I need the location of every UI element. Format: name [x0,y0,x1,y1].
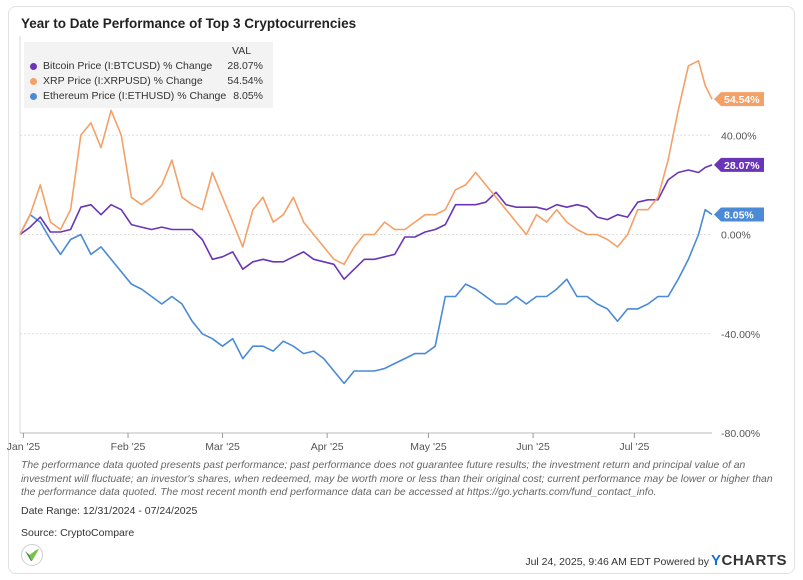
y-tick-label: -40.00% [721,329,760,341]
disclaimer-text: The performance data quoted presents pas… [21,460,773,498]
legend-label: Ethereum Price (I:ETHUSD) % Change [43,90,227,102]
date-range: Date Range: 12/31/2024 - 07/24/2025 [21,505,198,517]
source: Source: CryptoCompare [21,527,135,539]
end-label: 28.07% [724,160,760,172]
axes: 40.00% 0.00% -40.00% -80.00% Jan '25 Feb '25 M… [7,130,760,453]
x-tick-label: Jul '25 [619,441,649,453]
y-tick-label: -80.00% [721,428,760,440]
legend-value: 54.54% [227,75,263,87]
legend-label: XRP Price (I:XRPUSD) % Change [43,75,203,87]
legend-label: Bitcoin Price (I:BTCUSD) % Change [43,60,213,72]
series-line [19,208,713,385]
end-label: 54.54% [724,94,760,106]
legend-item-ethereum: Ethereum Price (I:ETHUSD) % Change 8.05% [24,89,273,104]
end-label-flag [714,207,764,222]
end-label-flag [714,157,764,172]
legend: VAL Bitcoin Price (I:BTCUSD) % Change 28… [24,42,273,108]
legend-item-bitcoin: Bitcoin Price (I:BTCUSD) % Change 28.07% [24,59,273,74]
y-tick-label: 40.00% [721,130,757,142]
legend-item-xrp: XRP Price (I:XRPUSD) % Change 54.54% [24,74,273,89]
legend-swatch [30,93,37,100]
series-line [19,164,713,281]
end-label: 8.05% [724,210,754,222]
x-tick-label: Apr '25 [311,441,344,453]
x-tick-label: Jan '25 [7,441,41,453]
x-tick-label: Feb '25 [111,441,146,453]
end-labels: 28.07% 54.54% 8.05% [714,92,764,222]
legend-swatch [30,63,37,70]
legend-value: 8.05% [233,90,263,102]
legend-swatch [30,78,37,85]
end-label-flag [714,92,764,107]
brand-text: CHARTS [721,552,788,569]
timestamp: Jul 24, 2025, 9:46 AM EDT Powered by [525,556,709,568]
legend-value: 28.07% [227,60,263,72]
x-tick-label: Jun '25 [516,441,550,453]
chart-title: Year to Date Performance of Top 3 Crypto… [21,16,357,31]
legend-header: VAL [232,45,252,57]
ycharts-logo-icon [21,544,43,566]
series-line [19,59,713,266]
series-lines [19,59,713,385]
x-tick-label: Mar '25 [205,441,240,453]
x-tick-label: May '25 [410,441,447,453]
y-tick-label: 0.00% [721,230,751,242]
brand-letter: Y [711,552,722,569]
ycharts-brand: YCHARTS [711,552,787,569]
